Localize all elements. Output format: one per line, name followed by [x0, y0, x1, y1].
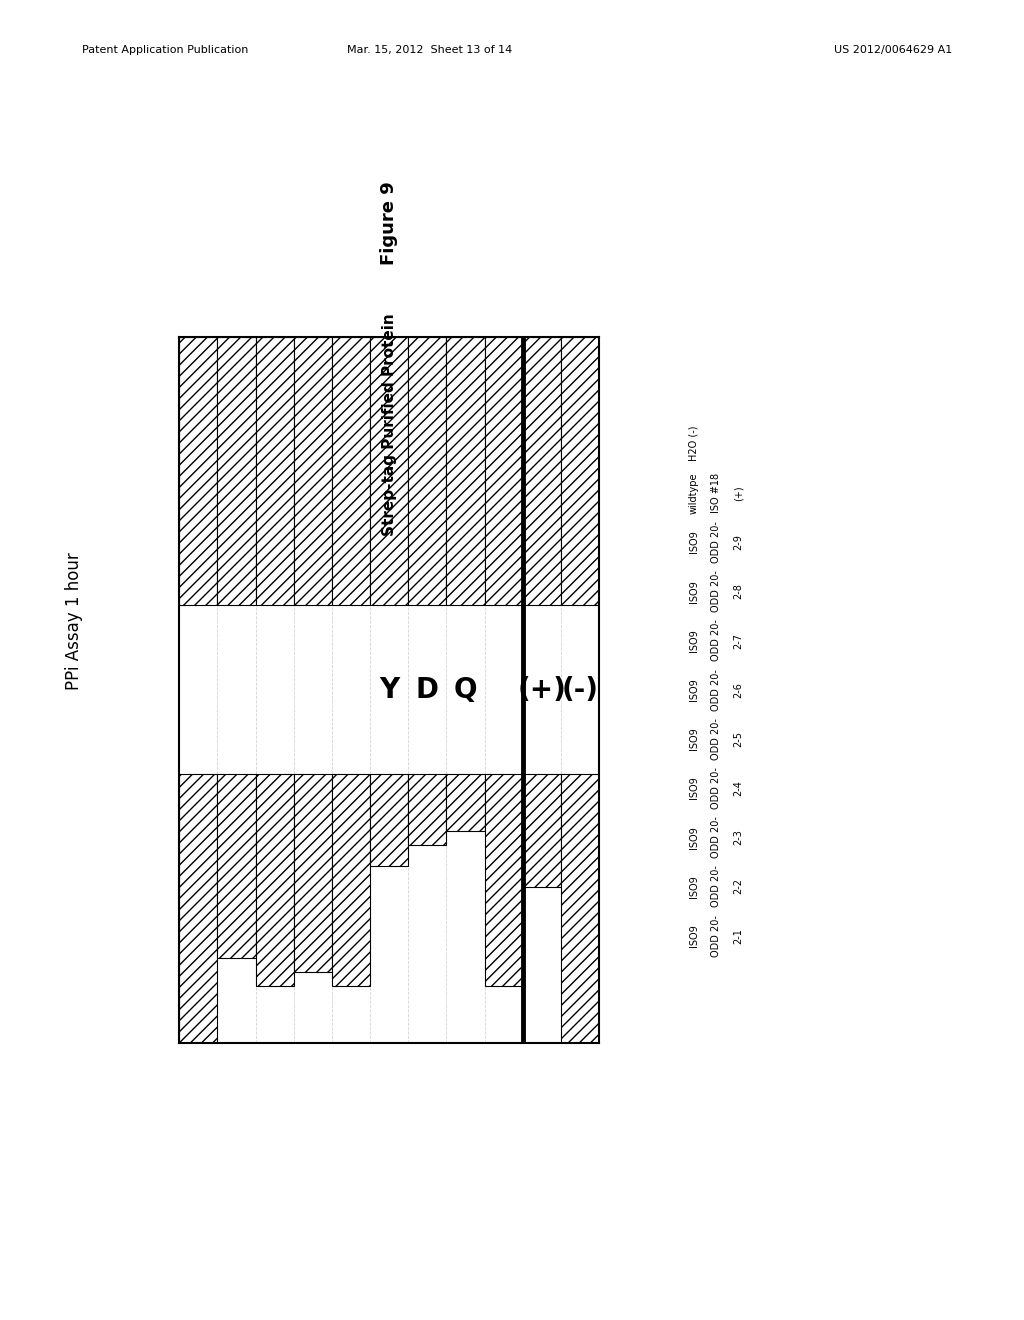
Text: Y: Y [379, 676, 399, 704]
Text: D: D [416, 676, 439, 704]
Bar [522, 337, 561, 605]
Text: 2-3: 2-3 [733, 829, 743, 845]
Text: H2O (-): H2O (-) [688, 426, 698, 462]
Bar [332, 775, 370, 986]
Text: 2-8: 2-8 [733, 583, 743, 599]
Text: Patent Application Publication: Patent Application Publication [82, 45, 248, 55]
Text: 2-5: 2-5 [733, 731, 743, 747]
Text: 2-9: 2-9 [733, 535, 743, 550]
Text: 2-2: 2-2 [733, 879, 743, 895]
Text: ODD 20-: ODD 20- [711, 619, 721, 661]
Text: US 2012/0064629 A1: US 2012/0064629 A1 [835, 45, 952, 55]
Text: ODD 20-: ODD 20- [711, 521, 721, 564]
Text: ODD 20-: ODD 20- [711, 669, 721, 710]
Bar [409, 337, 446, 605]
Text: (+): (+) [517, 676, 566, 704]
Text: ISO9: ISO9 [688, 924, 698, 946]
Bar [446, 337, 484, 605]
Text: ODD 20-: ODD 20- [711, 866, 721, 907]
Bar [484, 337, 522, 605]
Text: ODD 20-: ODD 20- [711, 816, 721, 858]
Text: Strep-tag Purified Protein: Strep-tag Purified Protein [382, 314, 396, 536]
Text: ODD 20-: ODD 20- [711, 915, 721, 957]
Bar [332, 337, 370, 605]
Text: ISO9: ISO9 [688, 776, 698, 800]
Text: 2-7: 2-7 [733, 632, 743, 648]
Text: ISO9: ISO9 [688, 678, 698, 701]
Bar [294, 337, 332, 605]
Bar [484, 775, 522, 986]
Bar [561, 337, 599, 605]
Text: 2-6: 2-6 [733, 681, 743, 698]
Text: ISO9: ISO9 [688, 875, 698, 898]
Bar [217, 775, 256, 958]
Text: ISO #18: ISO #18 [711, 473, 721, 513]
Text: (+): (+) [733, 484, 743, 500]
Text: Figure 9: Figure 9 [380, 182, 398, 265]
Text: ODD 20-: ODD 20- [711, 718, 721, 760]
Bar [179, 775, 217, 1043]
Text: Q: Q [454, 676, 477, 704]
Text: ODD 20-: ODD 20- [711, 570, 721, 612]
Text: ODD 20-: ODD 20- [711, 767, 721, 809]
Bar [179, 337, 217, 605]
Text: wildtype: wildtype [688, 473, 698, 513]
Bar [370, 337, 409, 605]
Text: ISO9: ISO9 [688, 826, 698, 849]
Text: Mar. 15, 2012  Sheet 13 of 14: Mar. 15, 2012 Sheet 13 of 14 [347, 45, 513, 55]
Text: ISO9: ISO9 [688, 531, 698, 553]
Text: ISO9: ISO9 [688, 630, 698, 652]
Bar [409, 775, 446, 845]
Text: ISO9: ISO9 [688, 727, 698, 750]
Bar [522, 775, 561, 887]
Bar [370, 775, 409, 866]
Text: (-): (-) [561, 676, 598, 704]
Text: 2-4: 2-4 [733, 780, 743, 796]
Text: PPi Assay 1 hour: PPi Assay 1 hour [66, 552, 83, 689]
Bar [256, 775, 294, 986]
Text: ISO9: ISO9 [688, 579, 698, 603]
Bar [446, 775, 484, 832]
Bar [561, 775, 599, 1043]
Text: 2-1: 2-1 [733, 928, 743, 944]
Bar [294, 775, 332, 972]
Bar [256, 337, 294, 605]
Bar [217, 337, 256, 605]
